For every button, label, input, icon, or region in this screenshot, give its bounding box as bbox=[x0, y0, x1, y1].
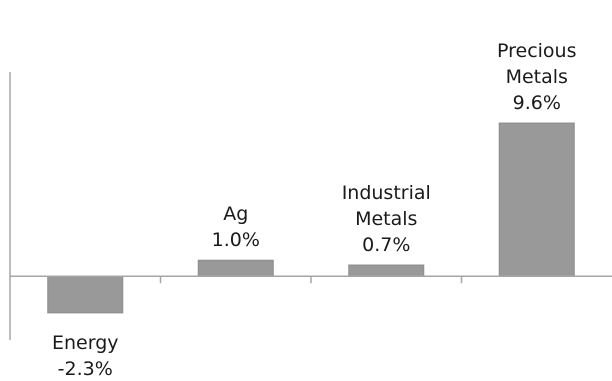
value-label: 9.6% bbox=[513, 92, 561, 114]
category-label: Precious bbox=[497, 40, 577, 62]
data-labels: Energy -2.3% Ag 1.0% Industrial Metals 0.7% Pre… bbox=[52, 40, 577, 380]
value-label: 0.7% bbox=[362, 234, 410, 256]
category-label: Metals bbox=[506, 66, 568, 88]
category-label: Energy bbox=[52, 332, 119, 354]
category-label: Industrial bbox=[342, 182, 431, 204]
value-label: 1.0% bbox=[212, 229, 260, 251]
bar-energy bbox=[47, 275, 124, 314]
bar-ag bbox=[197, 259, 274, 277]
category-label: Ag bbox=[223, 203, 248, 225]
bars bbox=[47, 122, 575, 314]
bar-precious-metals bbox=[498, 122, 575, 277]
category-label: Metals bbox=[355, 208, 417, 230]
x-axis-ticks bbox=[159, 276, 463, 284]
bar-industrial-metals bbox=[348, 264, 425, 277]
value-label: -2.3% bbox=[58, 358, 113, 380]
